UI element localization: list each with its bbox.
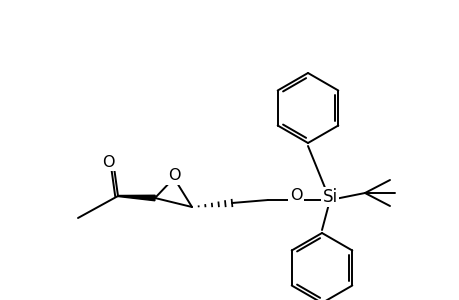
Polygon shape <box>118 195 155 201</box>
Text: O: O <box>101 154 114 169</box>
Text: Si: Si <box>322 188 337 206</box>
Text: O: O <box>168 169 180 184</box>
Text: O: O <box>289 188 302 203</box>
